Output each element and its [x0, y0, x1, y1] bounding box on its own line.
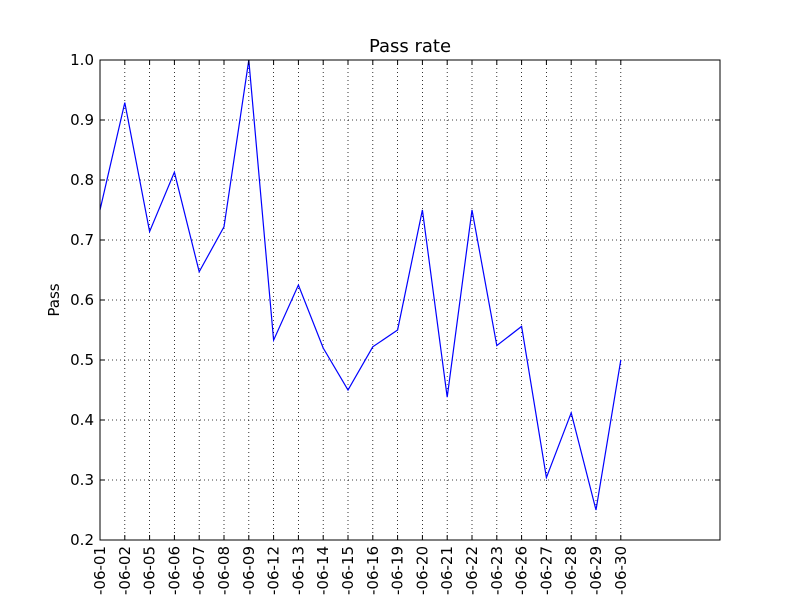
x-tick-label: -06-28 — [562, 546, 580, 595]
x-tick-label: -06-20 — [413, 546, 431, 595]
x-tick-label: -06-15 — [339, 546, 357, 595]
y-tick-label: 0.9 — [70, 111, 94, 129]
y-tick-label: 0.3 — [70, 471, 94, 489]
x-tick-label: -06-01 — [91, 546, 109, 595]
x-tick-label: -06-19 — [389, 546, 407, 595]
x-tick-label: -06-23 — [488, 546, 506, 595]
x-tick-label: -06-26 — [513, 546, 531, 595]
x-tick-label: -06-12 — [265, 546, 283, 595]
x-tick-label: -06-07 — [190, 546, 208, 595]
y-tick-label: 1.0 — [70, 51, 94, 69]
x-tick-label: -06-08 — [215, 546, 233, 595]
y-axis-label: Pass — [45, 283, 63, 316]
x-tick-label: -06-02 — [116, 546, 134, 595]
y-tick-label: 0.4 — [70, 411, 94, 429]
y-tick-label: 0.2 — [70, 531, 94, 549]
x-tick-label: -06-13 — [289, 546, 307, 595]
x-tick-label: -06-05 — [141, 546, 159, 595]
y-tick-label: 0.5 — [70, 351, 94, 369]
chart-title: Pass rate — [369, 36, 451, 57]
y-tick-label: 0.6 — [70, 291, 94, 309]
y-tick-label: 0.7 — [70, 231, 94, 249]
x-tick-label: -06-09 — [240, 546, 258, 595]
x-tick-label: -06-16 — [364, 546, 382, 595]
x-tick-label: -06-29 — [587, 546, 605, 595]
x-tick-label: -06-30 — [612, 546, 630, 595]
grid-lines — [100, 60, 720, 540]
x-tick-label: -06-21 — [438, 546, 456, 595]
series-layer — [99, 59, 622, 511]
x-tick-label: -06-22 — [463, 546, 481, 595]
axis-ticks: 0.20.30.40.50.60.70.80.91.0-06-01 -06-02-… — [70, 51, 720, 595]
x-tick-label: -06-06 — [165, 546, 183, 595]
x-tick-label: -06-14 — [314, 546, 332, 595]
series-line — [99, 59, 622, 511]
x-tick-label: -06-27 — [537, 546, 555, 595]
y-tick-label: 0.8 — [70, 171, 94, 189]
